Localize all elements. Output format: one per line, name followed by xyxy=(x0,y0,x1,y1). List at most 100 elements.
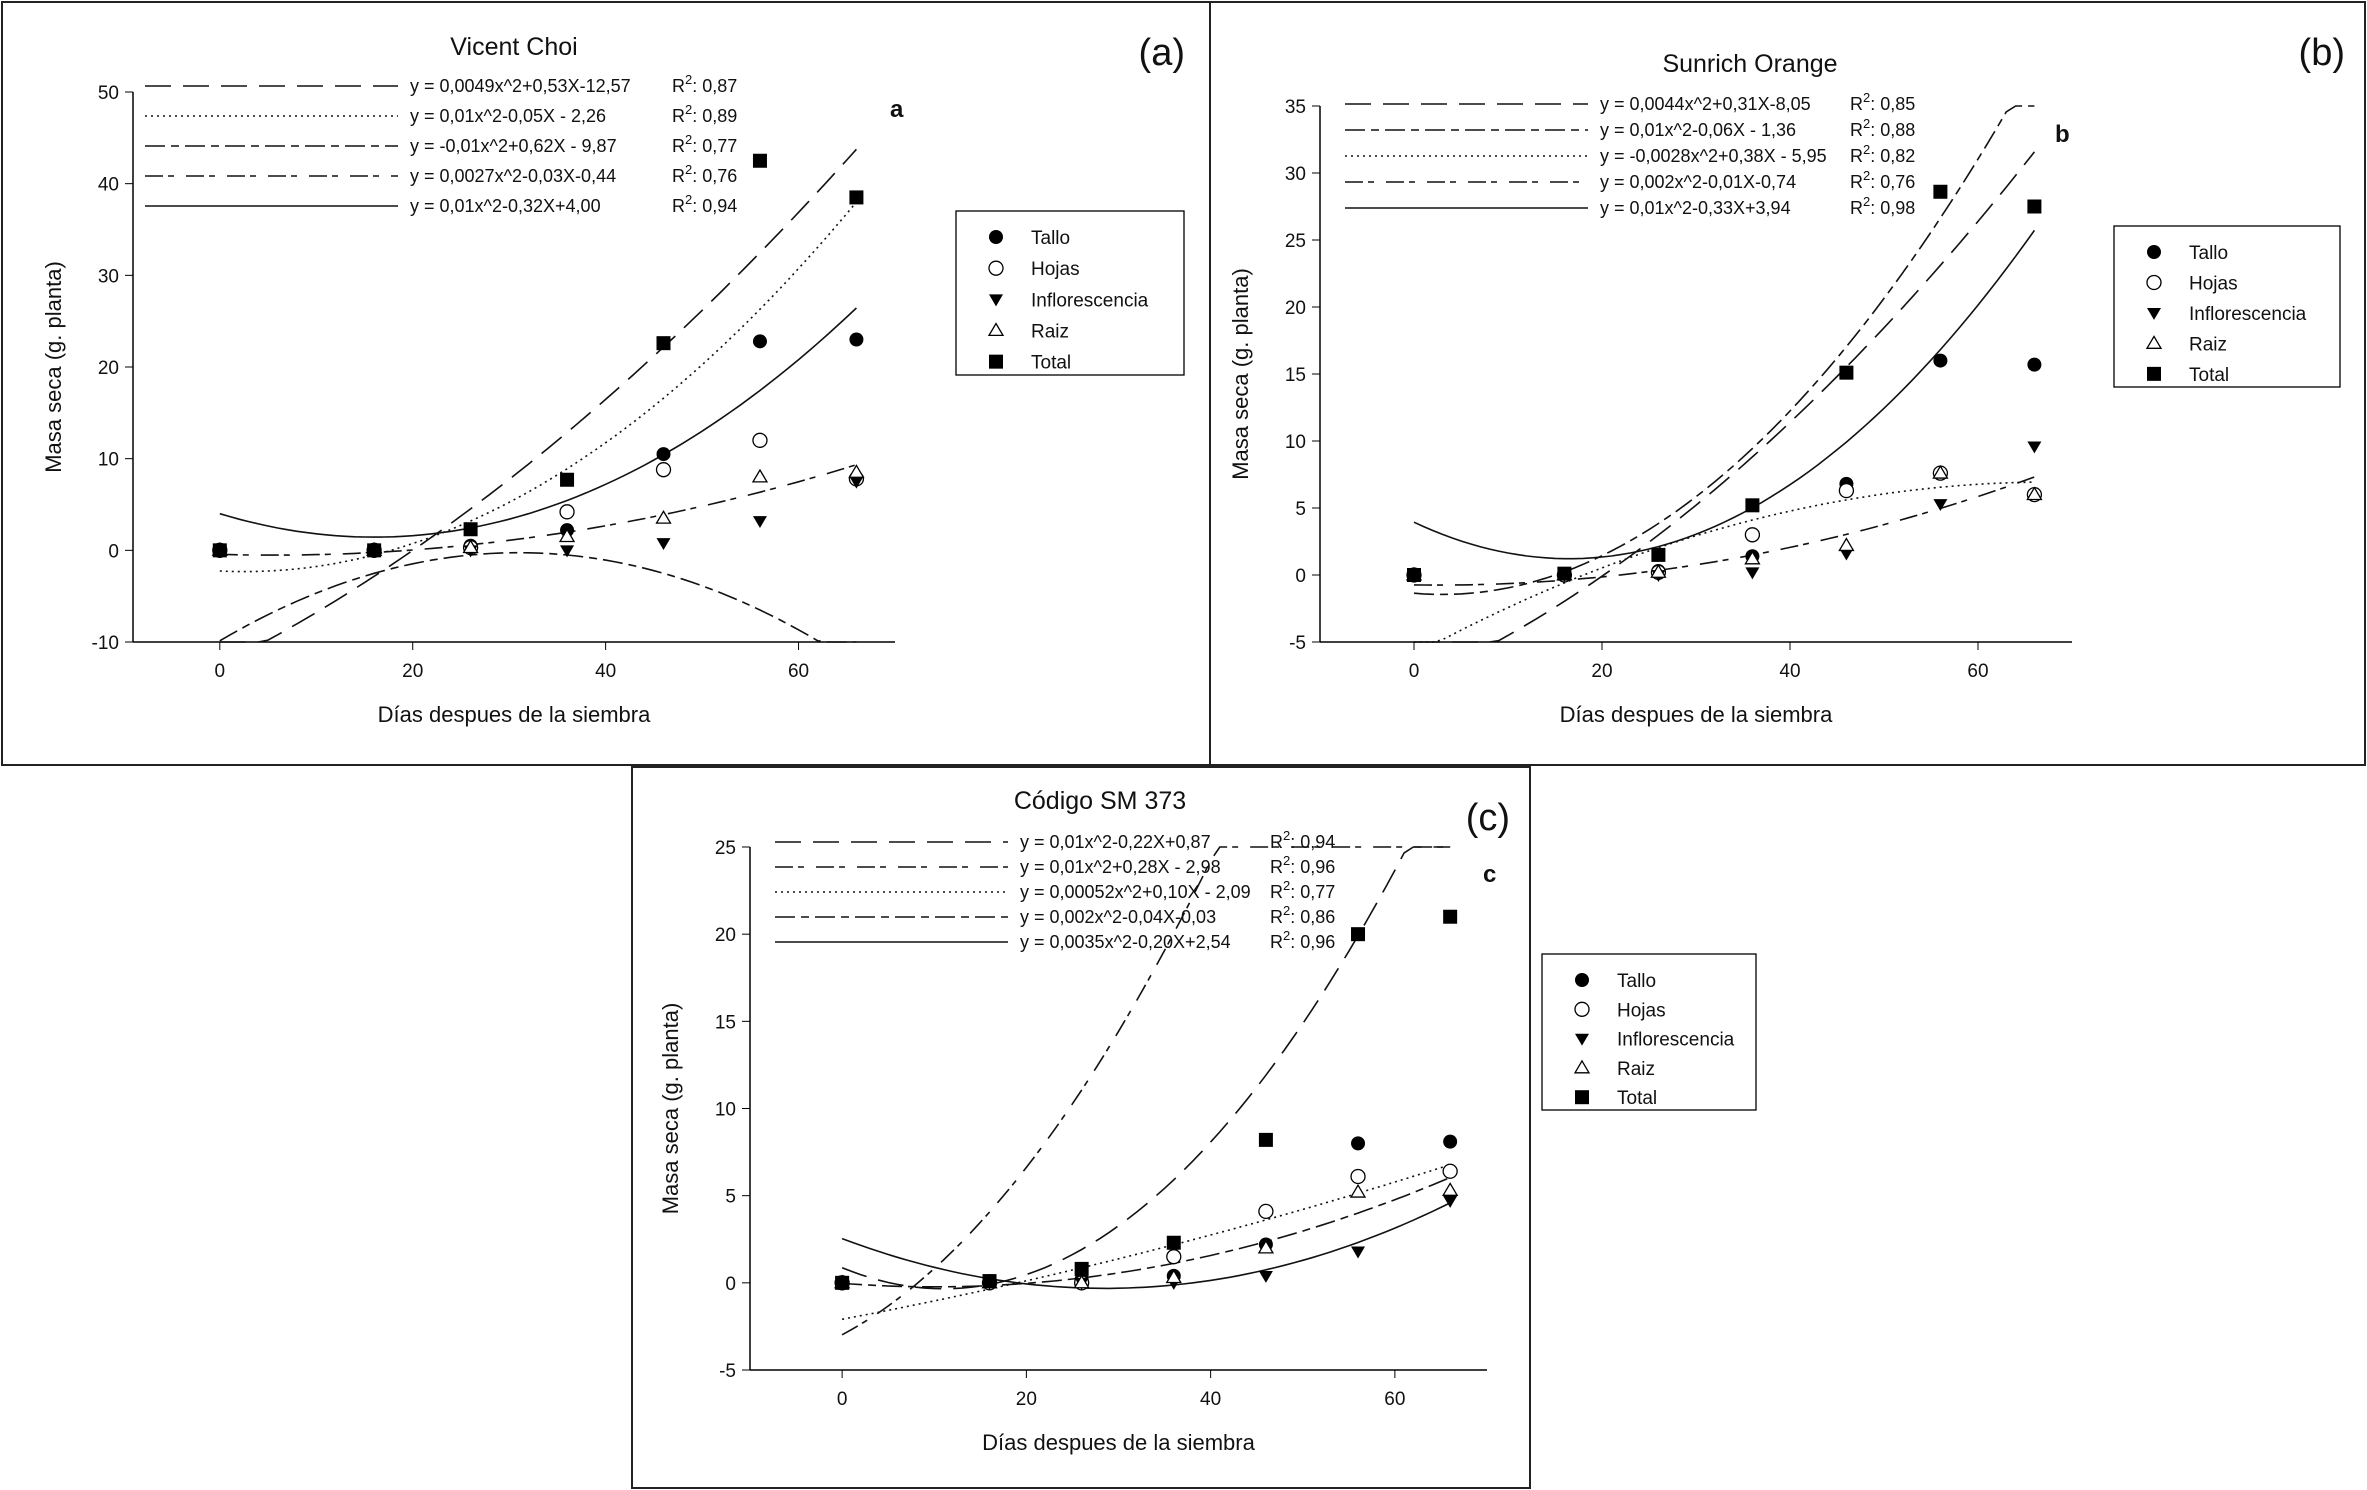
fit-r2: R2: 0,85 xyxy=(1850,90,1915,114)
legend-marker xyxy=(1573,1059,1591,1074)
fit-equation: y = -0,0028x^2+0,38X - 5,95 xyxy=(1600,146,1827,166)
legend-label: Raiz xyxy=(1617,1059,1655,1080)
panel-border xyxy=(631,766,1531,1489)
data-point-total xyxy=(982,1274,997,1289)
y-tick-label: 0 xyxy=(725,1274,736,1295)
data-point-hojas xyxy=(1350,1168,1366,1185)
data-point-total xyxy=(560,472,575,487)
panel-b: Sunrich Orange (b) b 0 20 40 60 -5 0 5 10 15 20 25 30 3… xyxy=(1209,1,2366,766)
fit-equation: y = 0,0027x^2-0,03X-0,44 xyxy=(410,166,616,186)
fit-r2: R2: 0,96 xyxy=(1270,928,1335,952)
legend-label: Hojas xyxy=(1031,259,1080,280)
data-point-inflorescencia xyxy=(560,545,575,558)
panel-label: (b) xyxy=(2299,32,2345,74)
legend-marker xyxy=(989,354,1003,369)
legend-label: Raiz xyxy=(1031,321,1069,342)
y-tick-label: -5 xyxy=(1289,633,1306,654)
data-point-inflorescencia xyxy=(656,538,671,550)
data-point-inflorescencia xyxy=(1351,1246,1366,1259)
y-tick-label: 20 xyxy=(1285,298,1306,319)
data-point-total xyxy=(212,543,227,558)
data-point-raiz xyxy=(2026,486,2043,501)
x-tick-label: 40 xyxy=(1200,1389,1221,1410)
y-tick-label: 5 xyxy=(1295,499,1306,520)
panel-c: Código SM 373 (c) c 0 20 40 60 -5 0 5 10 15 20 25 Días… xyxy=(631,766,1757,1489)
data-point-total xyxy=(752,153,767,168)
legend-marker xyxy=(2147,308,2161,320)
legend-label: Total xyxy=(2189,365,2229,386)
legend-marker xyxy=(988,260,1004,276)
data-point-total xyxy=(463,522,478,537)
fit-r2: R2: 0,76 xyxy=(1850,168,1915,192)
fit-r2: R2: 0,96 xyxy=(1270,853,1335,877)
data-point-raiz xyxy=(1932,464,1949,479)
x-tick-label: 40 xyxy=(595,661,616,682)
legend-label: Total xyxy=(1617,1088,1657,1109)
data-point-hojas xyxy=(1166,1249,1182,1265)
fit-equation: y = 0,01x^2-0,22X+0,87 xyxy=(1020,832,1211,852)
legend-label: Inflorescencia xyxy=(1617,1030,1735,1051)
data-point-total xyxy=(2027,199,2042,214)
x-tick-label: 0 xyxy=(837,1389,848,1410)
y-tick-label: 35 xyxy=(1285,97,1306,118)
y-tick-label: 10 xyxy=(1285,432,1306,453)
y-tick-label: 40 xyxy=(98,175,119,196)
data-point-raiz xyxy=(558,528,576,543)
fit-curve xyxy=(841,1163,1451,1321)
legend-label: Tallo xyxy=(1617,971,1656,992)
fit-r2: R2: 0,77 xyxy=(1270,878,1335,902)
x-tick-label: 60 xyxy=(1384,1389,1405,1410)
legend-marker xyxy=(989,230,1003,244)
fit-equation: y = 0,01x^2-0,32X+4,00 xyxy=(410,196,601,216)
fit-equation: y = 0,01x^2-0,06X - 1,36 xyxy=(1600,120,1796,140)
y-tick-label: 20 xyxy=(715,925,736,946)
data-point-total xyxy=(835,1275,850,1290)
data-point-raiz xyxy=(1073,1274,1090,1289)
data-point-total xyxy=(1258,1132,1273,1147)
data-point-total xyxy=(1557,566,1572,581)
y-tick-label: 25 xyxy=(715,838,736,859)
legend-marker xyxy=(2145,335,2163,349)
legend-label: Inflorescencia xyxy=(2189,304,2307,325)
chart-title: Sunrich Orange xyxy=(1662,50,1837,78)
x-axis-label: Días despues de la siembra xyxy=(378,702,651,727)
data-point-inflorescencia xyxy=(1839,548,1854,561)
x-axis-label: Días despues de la siembra xyxy=(982,1430,1255,1455)
data-point-inflorescencia xyxy=(1745,567,1760,580)
panel-letter: c xyxy=(1483,861,1496,888)
data-point-total xyxy=(1839,365,1854,380)
data-point-hojas xyxy=(1838,482,1855,499)
y-tick-label: 15 xyxy=(715,1012,736,1033)
fit-curve xyxy=(1413,229,2036,560)
data-point-total xyxy=(1745,498,1760,513)
y-tick-label: 30 xyxy=(98,266,119,287)
data-point-hojas xyxy=(1442,1163,1458,1179)
fit-equation: y = 0,00052x^2+0,10X - 2,09 xyxy=(1020,882,1251,902)
legend-label: Tallo xyxy=(1031,228,1070,249)
fit-equation: y = 0,002x^2-0,01X-0,74 xyxy=(1600,172,1796,192)
fit-equation: y = 0,01x^2-0,05X - 2,26 xyxy=(410,106,606,126)
legend-marker xyxy=(2147,366,2161,381)
data-point-raiz xyxy=(462,539,479,554)
legend-label: Hojas xyxy=(1617,1000,1666,1021)
data-point-raiz xyxy=(1165,1269,1182,1284)
data-point-inflorescencia xyxy=(849,476,864,489)
fit-r2: R2: 0,82 xyxy=(1850,142,1915,166)
data-point-raiz xyxy=(1442,1182,1459,1196)
panel-label: (c) xyxy=(1466,797,1510,839)
x-tick-label: 0 xyxy=(1409,661,1420,682)
y-tick-label: 10 xyxy=(715,1100,736,1121)
chart-title: Vicent Choi xyxy=(450,33,577,61)
data-point-total xyxy=(656,336,671,351)
fit-r2: R2: 0,94 xyxy=(672,192,737,216)
data-point-total xyxy=(1351,927,1366,942)
data-point-raiz xyxy=(1650,564,1667,578)
data-point-tallo xyxy=(849,332,864,347)
legend-marker xyxy=(1575,1090,1589,1105)
data-point-tallo xyxy=(656,447,671,462)
y-tick-label: 10 xyxy=(98,450,119,471)
fit-r2: R2: 0,98 xyxy=(1850,194,1915,218)
data-point-hojas xyxy=(752,432,768,448)
fit-r2: R2: 0,76 xyxy=(672,162,737,186)
x-tick-label: 20 xyxy=(1591,661,1612,682)
